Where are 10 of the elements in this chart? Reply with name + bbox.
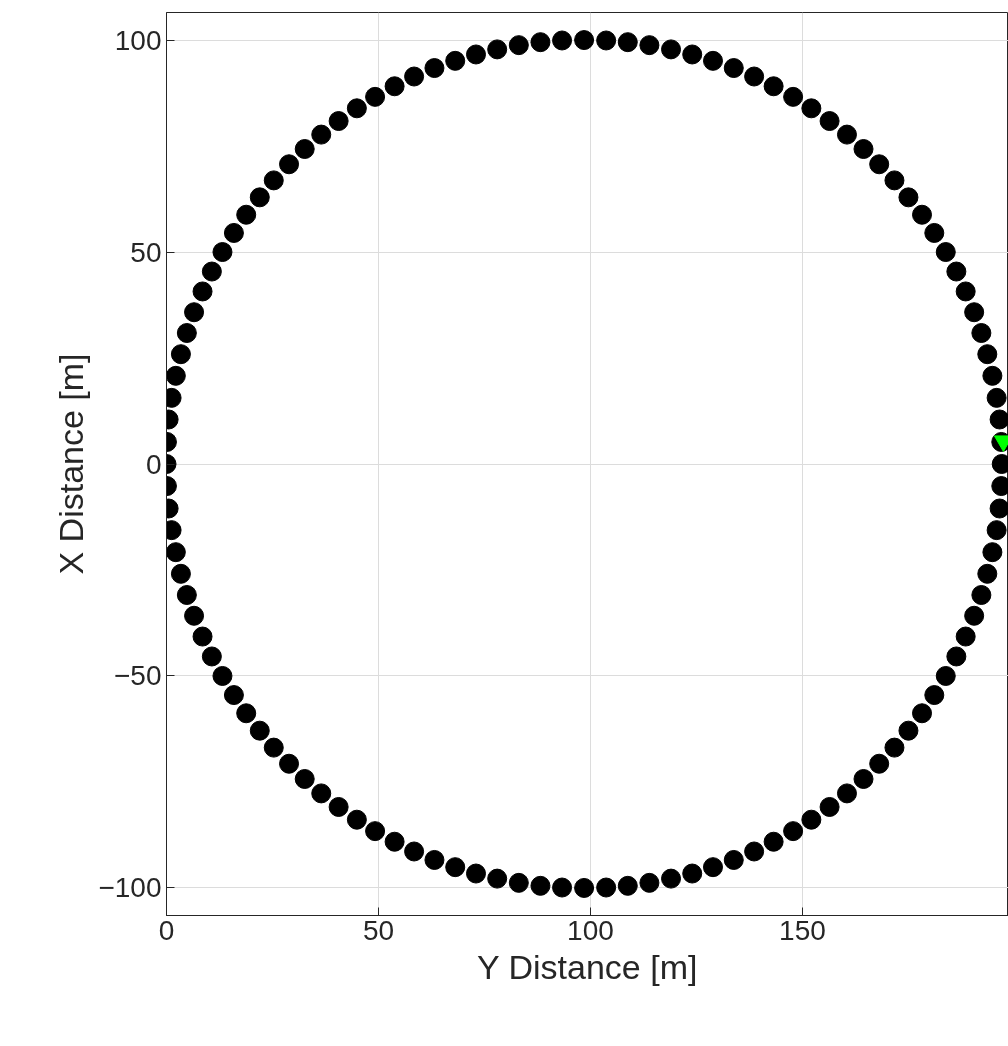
y-axis-title: X Distance [m] <box>52 353 91 575</box>
y-tick-label: −50 <box>114 660 162 692</box>
y-tick-label: 0 <box>145 448 162 480</box>
x-tick-label: 150 <box>779 914 826 946</box>
y-tick-label: 50 <box>130 236 162 268</box>
x-tick-label: 50 <box>362 914 395 946</box>
y-tick-label: −100 <box>98 872 162 904</box>
x-axis-title: Y Distance [m] <box>476 947 698 986</box>
y-tick-label: 100 <box>114 24 162 56</box>
x-tick-label: 100 <box>567 914 614 946</box>
